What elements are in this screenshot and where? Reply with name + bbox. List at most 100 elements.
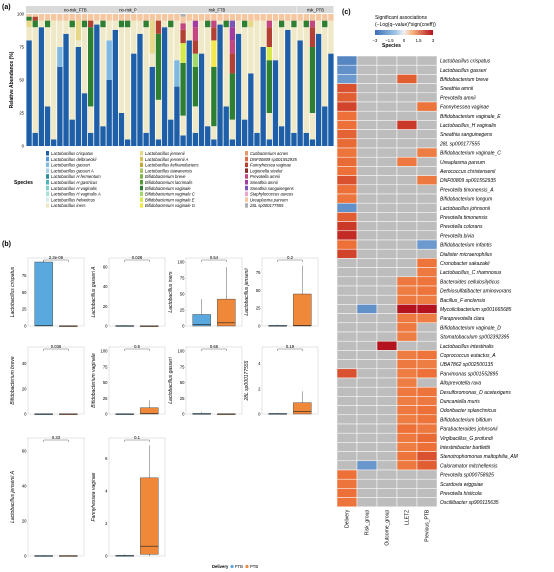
heatmap-cell (336, 147, 358, 158)
heatmap-cell (376, 221, 398, 232)
heatmap-column-label: Outcome_group (385, 510, 391, 546)
heatmap-scale-tick: 1.5 (416, 38, 422, 43)
stacked-bar-segment (63, 14, 69, 21)
heatmap-cell (356, 313, 378, 324)
heatmap-cell (396, 396, 418, 406)
stacked-bar-segment (266, 20, 272, 28)
legend-swatch (140, 185, 143, 191)
heatmap-cell (396, 313, 418, 324)
legend-label: Lactobacillus H gastricus (51, 180, 98, 185)
heatmap-cell (416, 313, 438, 324)
pvalue-label: 0.2 (287, 255, 293, 260)
stacked-bar-segment (131, 14, 137, 21)
heatmap-cell (416, 239, 438, 250)
heatmap-cell (396, 147, 418, 158)
heatmap-cell (376, 294, 398, 305)
stacked-bar-segment (260, 14, 266, 21)
heatmap-cell (376, 101, 398, 112)
legend-swatch (245, 197, 248, 202)
boxplot-fannyhessea-vaginae: Fannyhessea vaginae 0 2 4 6 0.1 (91, 435, 166, 559)
stacked-bar-segment (94, 14, 100, 21)
boxplot-ytick: 25 (22, 307, 27, 312)
heatmap-cell (416, 138, 438, 149)
stacked-bar-segment (297, 14, 303, 21)
stacked-bar-segment (229, 40, 236, 54)
boxplot-ylabel: Lactobacillus jensenii (244, 267, 250, 315)
stacked-bar-segment (124, 20, 131, 28)
heatmap-cell (396, 359, 418, 370)
boxplot-ytick: 2 (105, 521, 108, 526)
boxplot-frame (27, 437, 85, 557)
heatmap-cell (356, 193, 378, 204)
heatmap-cell (336, 423, 358, 434)
stacked-bar-segment (303, 27, 309, 133)
stacked-bar-segment (309, 139, 316, 146)
heatmap-row-label: DNF00809 sp001552935 (440, 178, 496, 184)
legend-swatch (245, 174, 248, 179)
heatmap-cell (336, 202, 358, 213)
panel-a-ytick: 25 (19, 111, 24, 116)
heatmap-cell (356, 359, 378, 370)
heatmap-cell (356, 460, 378, 471)
stacked-bar-segment (192, 106, 199, 133)
stacked-bar-segment (75, 47, 82, 146)
heatmap-cell (416, 83, 438, 94)
heatmap-cell (396, 156, 418, 167)
stacked-bar-segment (315, 14, 322, 21)
legend-label: Lactobacillus iners (51, 203, 86, 208)
heatmap-cell (356, 322, 378, 333)
stacked-bar-segment (205, 20, 211, 28)
stacked-bar-segment (223, 27, 229, 107)
stacked-bar-segment (309, 47, 316, 113)
heatmap-cell (336, 386, 358, 397)
heatmap-cell (356, 184, 378, 195)
stacked-bar-segment (309, 14, 316, 21)
heatmap-row-label: Bifidobacterium longum (440, 197, 492, 203)
heatmap-cell (336, 359, 358, 370)
legend-swatch (46, 191, 49, 197)
stacked-bar-segment (63, 20, 69, 34)
heatmap-cell (356, 423, 378, 434)
legend-label: Lactobacillus delbrueckii (51, 157, 97, 162)
heatmap-scale-tick: −1.5 (385, 38, 394, 43)
heatmap-column-label: Risk_group (365, 510, 371, 536)
heatmap-cell (416, 64, 438, 75)
heatmap-cell (396, 92, 418, 103)
boxplot-frame (108, 437, 166, 557)
stacked-bar-segment (192, 14, 199, 21)
heatmap-cell (376, 405, 398, 416)
heatmap-cell (356, 368, 378, 379)
boxplot-ytick: 25 (180, 396, 185, 401)
legend-swatch (46, 174, 49, 179)
heatmap-cell (376, 258, 398, 268)
heatmap-cell (416, 101, 438, 112)
heatmap-cell (336, 331, 358, 342)
heatmap-cell (396, 74, 418, 84)
stacked-bar-segment (75, 40, 82, 47)
stacked-bar-segment (223, 106, 229, 146)
boxplot-ytick: 50 (256, 288, 261, 293)
stacked-bar-segment (94, 20, 100, 25)
stacked-bar-segment (186, 40, 192, 146)
heatmap-cell (376, 230, 398, 241)
heatmap-cell (356, 156, 378, 167)
stacked-bar-segment (198, 14, 205, 21)
stacked-bar-segment (303, 20, 309, 28)
heatmap-cell (376, 442, 398, 452)
heatmap-cell (416, 129, 438, 140)
stacked-bar-segment (205, 126, 211, 146)
boxplot-ytick: 75 (22, 273, 27, 278)
heatmap-cell (416, 175, 438, 186)
heatmap-cell (396, 423, 418, 434)
pvalue-label: 0.19 (286, 344, 295, 349)
boxplot-ytick: 4 (258, 361, 261, 366)
stacked-bar-segment (143, 20, 149, 28)
panel-a-stacked-bar-chart: Relative Abundance (%) 0 25 50 75 100 no-ris… (9, 6, 334, 208)
legend-label: Legionella steelei (250, 168, 283, 173)
stacked-bar-segment (229, 20, 236, 28)
stacked-bar-segment (180, 135, 186, 146)
heatmap-cell (376, 239, 398, 250)
heatmap-cell (376, 478, 398, 489)
boxplot-ytick: 75 (180, 276, 185, 281)
stacked-bar-segment (180, 23, 186, 30)
